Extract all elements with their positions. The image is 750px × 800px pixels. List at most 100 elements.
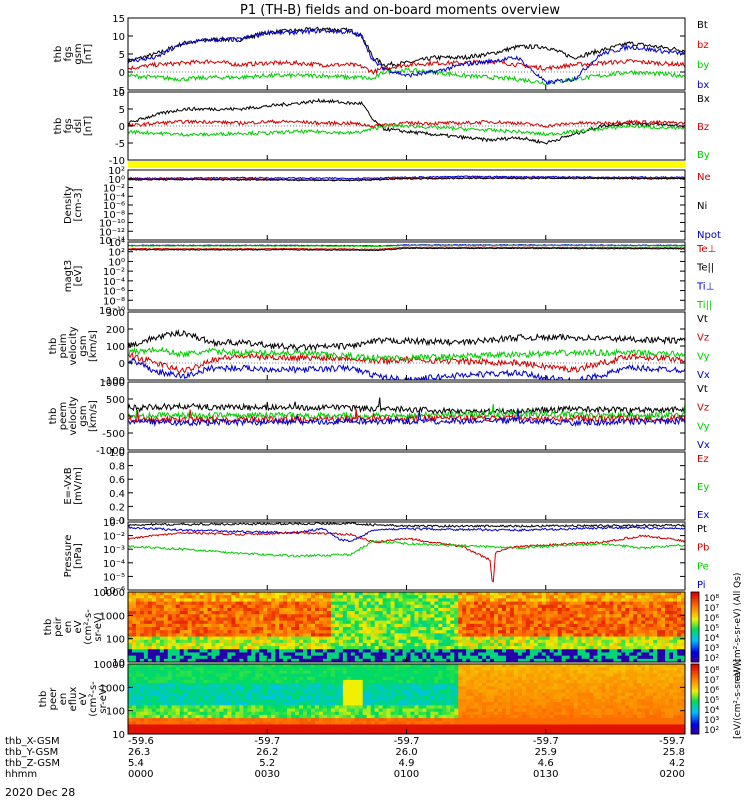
heatmap-cell: [159, 727, 165, 732]
heatmap-cell: [677, 607, 682, 612]
heatmap-cell: [330, 679, 336, 684]
heatmap-cell: [366, 724, 372, 729]
heatmap-cell: [378, 620, 384, 625]
heatmap-cell: [191, 711, 197, 716]
heatmap-cell: [545, 627, 551, 631]
heatmap-cell: [633, 636, 638, 641]
heatmap-cell: [629, 592, 634, 596]
heatmap-cell: [390, 718, 395, 722]
heatmap-cell: [307, 642, 312, 647]
heatmap-cell: [402, 679, 407, 684]
heatmap-cell: [155, 633, 161, 637]
heatmap-cell: [386, 699, 391, 703]
heatmap-cell: [271, 630, 276, 634]
heatmap-cell: [438, 633, 443, 637]
heatmap-cell: [283, 695, 288, 700]
heatmap-cell: [251, 699, 256, 703]
heatmap-cell: [466, 620, 471, 625]
heatmap-cell: [398, 652, 403, 657]
heatmap-cell: [311, 730, 316, 735]
heatmap-cell: [478, 646, 483, 650]
heatmap-cell: [561, 630, 567, 634]
heatmap-cell: [143, 708, 149, 713]
heatmap-cell: [366, 630, 372, 634]
heatmap-cell: [637, 607, 642, 612]
heatmap-cell: [346, 636, 352, 641]
heatmap-cell: [247, 683, 252, 687]
heatmap-cell: [378, 623, 384, 628]
heatmap-cell: [354, 592, 360, 596]
heatmap-cell: [231, 708, 236, 713]
heatmap-cell: [299, 714, 304, 719]
heatmap-cell: [299, 633, 304, 637]
heatmap-cell: [545, 652, 551, 657]
heatmap-cell: [466, 652, 471, 657]
heatmap-cell: [239, 721, 244, 725]
heatmap-cell: [195, 649, 201, 653]
heatmap-cell: [239, 708, 244, 713]
heatmap-cell: [207, 633, 212, 637]
heatmap-cell: [597, 655, 602, 660]
heatmap-cell: [295, 627, 300, 631]
heatmap-cell: [239, 607, 244, 612]
heatmap-cell: [629, 604, 634, 609]
heatmap-cell: [128, 727, 133, 732]
heatmap-cell: [486, 630, 491, 634]
heatmap-cell: [350, 611, 356, 615]
heatmap-cell: [163, 604, 169, 609]
heatmap-cell: [577, 601, 582, 606]
heatmap-cell: [537, 655, 543, 660]
heatmap-cell: [581, 611, 586, 615]
heatmap-cell: [207, 708, 212, 713]
heatmap-cell: [358, 592, 364, 596]
heatmap-cell: [450, 620, 455, 625]
heatmap-cell: [486, 598, 491, 602]
heatmap-cell: [239, 667, 244, 671]
heatmap-cell: [207, 714, 212, 719]
heatmap-cell: [346, 598, 352, 602]
heatmap-cell: [418, 595, 423, 599]
heatmap-cell: [303, 727, 308, 732]
heatmap-cell: [402, 686, 407, 690]
heatmap-cell: [279, 642, 284, 647]
heatmap-cell: [454, 630, 459, 634]
heatmap-cell: [203, 721, 208, 725]
heatmap-cell: [573, 614, 578, 618]
heatmap-cell: [462, 611, 467, 615]
heatmap-cell: [625, 649, 630, 653]
heatmap-cell: [255, 676, 260, 681]
heatmap-cell: [295, 630, 300, 634]
heatmap-cell: [366, 595, 372, 599]
heatmap-cell: [235, 714, 240, 719]
heatmap-cell: [330, 592, 336, 596]
heatmap-cell: [139, 633, 145, 637]
heatmap-cell: [398, 673, 403, 678]
heatmap-cell: [569, 658, 574, 663]
heatmap-cell: [398, 617, 403, 622]
heatmap-cell: [382, 658, 388, 663]
colorbar-segment: [691, 614, 699, 617]
heatmap-cell: [362, 673, 368, 678]
heatmap-cell: [263, 683, 268, 687]
heatmap-cell: [171, 695, 177, 700]
heatmap-cell: [362, 679, 368, 684]
heatmap-cell: [334, 724, 340, 729]
heatmap-cell: [322, 689, 328, 694]
heatmap-cell: [235, 592, 240, 596]
heatmap-cell: [326, 695, 332, 700]
heatmap-cell: [203, 646, 208, 650]
heatmap-cell: [470, 611, 475, 615]
heatmap-cell: [362, 724, 368, 729]
heatmap-cell: [390, 601, 395, 606]
heatmap-cell: [195, 711, 201, 716]
heatmap-cell: [287, 667, 292, 671]
heatmap-cell: [446, 592, 451, 596]
heatmap-cell: [641, 627, 646, 631]
heatmap-cell: [155, 724, 161, 729]
heatmap-cell: [267, 695, 272, 700]
heatmap-cell: [470, 633, 475, 637]
heatmap-cell: [362, 655, 368, 660]
heatmap-cell: [263, 627, 268, 631]
heatmap-cell: [426, 623, 431, 628]
